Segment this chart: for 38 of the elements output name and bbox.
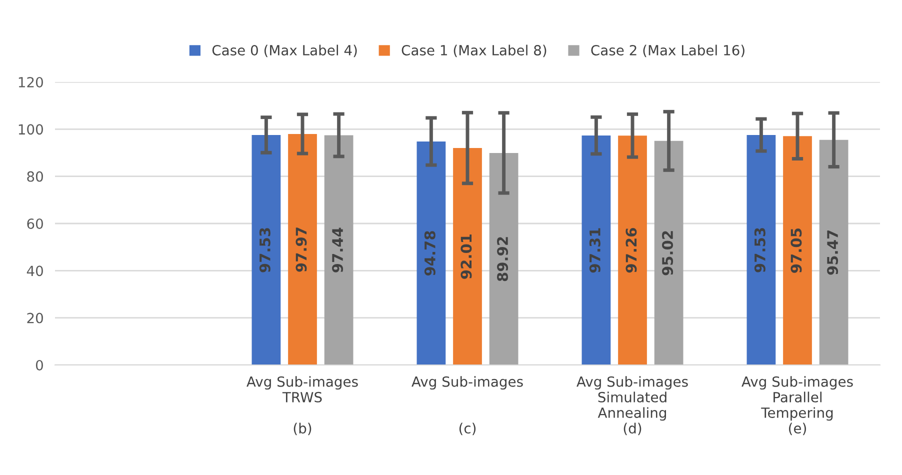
- data-label: 97.53: [754, 228, 766, 272]
- data-label: 97.53: [259, 228, 270, 272]
- data-label: 94.78: [424, 231, 436, 276]
- y-tick-label: 120: [18, 76, 43, 88]
- data-label: 89.92: [497, 237, 508, 282]
- data-label: 97.26: [626, 228, 637, 273]
- bar: [783, 136, 812, 365]
- category-label: Avg Sub-images (c): [412, 376, 523, 436]
- y-tick-label: 0: [36, 360, 43, 370]
- data-label: 92.01: [460, 234, 472, 279]
- data-label: 97.97: [296, 228, 307, 272]
- x-tick-label: Avg Sub-images Parallel Tempering (e): [742, 376, 853, 436]
- bar: [618, 136, 647, 365]
- bar: [416, 141, 446, 365]
- data-label: 97.05: [790, 228, 802, 273]
- y-tick-label: 40: [26, 266, 43, 276]
- category-label: Avg Sub-images TRWS (b): [246, 376, 358, 436]
- data-label: 97.31: [589, 228, 600, 273]
- bar: [582, 136, 611, 365]
- bar: [654, 140, 684, 365]
- legend-label: Case 2 (Max Label 16): [591, 44, 744, 58]
- bar: [252, 134, 281, 365]
- bar: [324, 135, 354, 365]
- y-tick-label: 80: [27, 171, 43, 182]
- bar: [819, 140, 848, 365]
- legend-label: Case 0 (Max Label 4): [212, 44, 357, 58]
- legend-label: Case 1 (Max Label 8): [402, 44, 546, 58]
- bar: [453, 148, 482, 365]
- data-label: 97.44: [332, 228, 344, 272]
- y-tick-label: 100: [18, 124, 43, 135]
- bar: [746, 134, 776, 365]
- bar: [489, 152, 518, 365]
- x-tick-label: Avg Sub-images Simulated Annealing (d): [576, 376, 688, 436]
- bar: [288, 134, 317, 365]
- y-tick-label: 20: [27, 312, 43, 324]
- data-label: 95.02: [662, 231, 674, 276]
- y-tick-label: 60: [27, 218, 43, 229]
- data-label: 95.47: [827, 230, 838, 275]
